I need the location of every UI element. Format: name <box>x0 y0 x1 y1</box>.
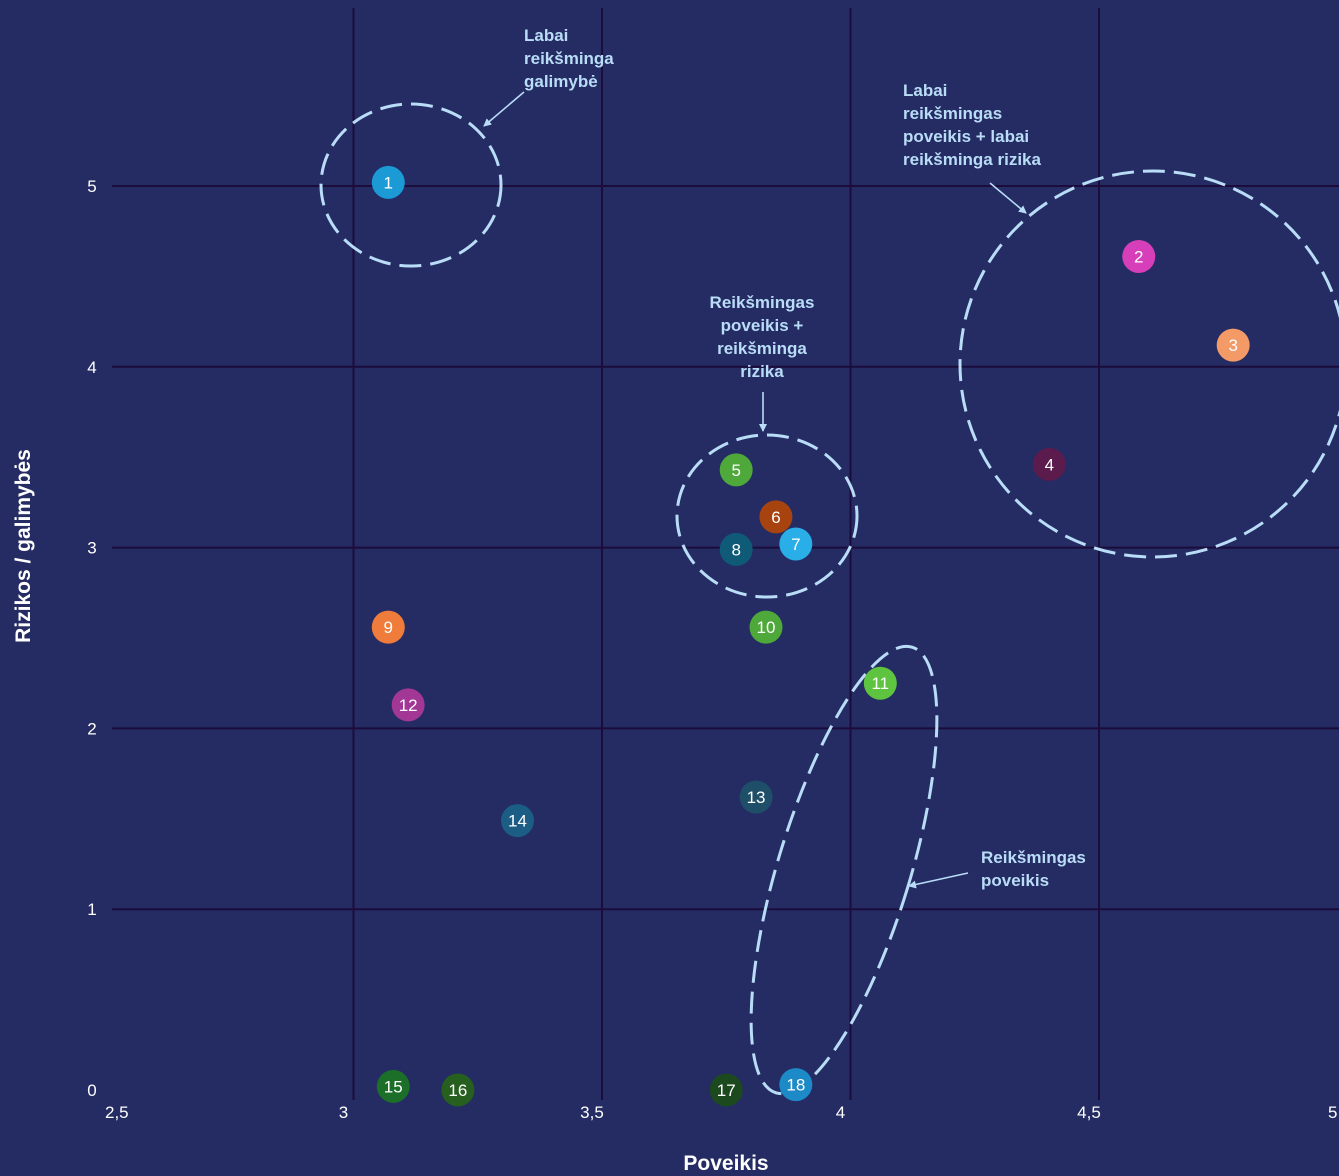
grid-lines <box>112 8 1339 1100</box>
data-point-marker <box>1032 447 1066 481</box>
data-point-marker <box>779 1068 813 1102</box>
data-point-label: 1 <box>384 173 393 192</box>
data-point-marker <box>739 780 773 814</box>
data-point-marker <box>863 666 897 700</box>
annotation-label: Labai reikšmingas poveikis + labai reikšmin… <box>903 81 1042 169</box>
data-point-label: 7 <box>791 535 800 554</box>
data-point-label: 10 <box>757 618 776 637</box>
data-point-2: 2 <box>1122 240 1156 274</box>
data-point-5: 5 <box>719 453 753 487</box>
data-point-marker <box>759 500 793 534</box>
annotation-dashed-ellipse <box>958 169 1339 559</box>
data-point-label: 3 <box>1228 336 1237 355</box>
annotation-label-line: galimybė <box>524 72 598 91</box>
annotation-arrow <box>908 872 969 889</box>
data-point-marker <box>376 1069 410 1103</box>
annotation-label-line: Reikšmingas <box>981 848 1086 867</box>
x-tick-label: 4 <box>836 1103 845 1122</box>
data-point-6: 6 <box>759 500 793 534</box>
annotation-label-line: reikšminga rizika <box>903 150 1042 169</box>
data-point-label: 15 <box>384 1077 403 1096</box>
x-tick-label: 2,5 <box>105 1103 129 1122</box>
data-point-16: 16 <box>441 1073 475 1107</box>
y-axis-title: Rizikos / galimybės <box>12 449 35 643</box>
data-point-label: 11 <box>871 674 889 693</box>
data-point-marker <box>719 453 753 487</box>
x-axis-title: Poveikis <box>683 1152 768 1175</box>
data-point-label: 2 <box>1134 248 1143 267</box>
data-point-9: 9 <box>371 610 405 644</box>
data-point-label: 9 <box>384 618 393 637</box>
annotation-arrow <box>989 182 1027 214</box>
annotation-label-line: poveikis <box>981 871 1049 890</box>
data-point-11: 11 <box>863 666 897 700</box>
annotation-label-line: Labai <box>903 81 947 100</box>
data-point-17: 17 <box>709 1073 743 1107</box>
data-point-4: 4 <box>1032 447 1066 481</box>
data-point-marker <box>391 688 425 722</box>
y-tick-label: 3 <box>87 539 96 558</box>
annotation-label: Reikšmingas poveikis <box>981 848 1086 890</box>
y-tick-label: 1 <box>87 900 96 919</box>
annotation-label: Labai reikšminga galimybė <box>524 26 614 91</box>
x-tick-label: 5 <box>1328 1103 1337 1122</box>
annotation-dashed-ellipse <box>319 102 503 268</box>
data-point-14: 14 <box>501 804 535 838</box>
annotation-label-line: Reikšmingas <box>710 293 815 312</box>
data-point-13: 13 <box>739 780 773 814</box>
data-point-1: 1 <box>371 165 405 199</box>
data-point-marker <box>441 1073 475 1107</box>
data-point-marker <box>1122 240 1156 274</box>
annotation-dashed-ellipse <box>749 644 939 1096</box>
data-point-12: 12 <box>391 688 425 722</box>
annotation-label-line: poveikis + <box>721 316 804 335</box>
x-tick-label: 3 <box>339 1103 348 1122</box>
data-point-label: 8 <box>731 540 740 559</box>
data-point-marker <box>709 1073 743 1107</box>
data-point-label: 12 <box>399 696 418 715</box>
y-tick-label: 0 <box>87 1081 96 1100</box>
data-point-label: 18 <box>786 1076 805 1095</box>
data-point-label: 4 <box>1045 455 1054 474</box>
annotation-label: Reikšmingas poveikis + reikšminga rizika <box>710 293 815 381</box>
y-tick-label: 4 <box>87 358 96 377</box>
data-point-8: 8 <box>719 532 753 566</box>
data-point-3: 3 <box>1216 328 1250 362</box>
data-point-label: 14 <box>508 812 527 831</box>
data-point-label: 17 <box>717 1081 736 1100</box>
data-point-marker <box>779 527 813 561</box>
data-point-marker <box>1216 328 1250 362</box>
data-point-7: 7 <box>779 527 813 561</box>
data-point-marker <box>371 610 405 644</box>
data-point-label: 5 <box>731 461 740 480</box>
data-point-label: 16 <box>448 1081 467 1100</box>
y-tick-label: 2 <box>87 719 96 738</box>
data-point-marker <box>719 532 753 566</box>
y-tick-label: 5 <box>87 177 96 196</box>
data-point-15: 15 <box>376 1069 410 1103</box>
annotation-arrow <box>483 91 525 127</box>
annotation-label-line: reikšminga <box>717 339 807 358</box>
annotations: Labai reikšminga galimybė Labai reikšmingas p… <box>319 26 1339 1096</box>
data-point-18: 18 <box>779 1068 813 1102</box>
annotation-dashed-ellipse <box>675 433 859 599</box>
data-point-marker <box>501 804 535 838</box>
data-point-label: 6 <box>771 508 780 527</box>
annotation-label-line: rizika <box>740 362 784 381</box>
annotation-label-line: poveikis + labai <box>903 127 1029 146</box>
annotation-label-line: reikšminga <box>524 49 614 68</box>
annotation-label-line: reikšmingas <box>903 104 1002 123</box>
data-point-10: 10 <box>749 610 783 644</box>
data-point-label: 13 <box>747 788 766 807</box>
annotation-label-line: Labai <box>524 26 568 45</box>
data-point-marker <box>749 610 783 644</box>
x-tick-label: 3,5 <box>580 1103 604 1122</box>
data-point-marker <box>371 165 405 199</box>
x-tick-label: 4,5 <box>1077 1103 1101 1122</box>
